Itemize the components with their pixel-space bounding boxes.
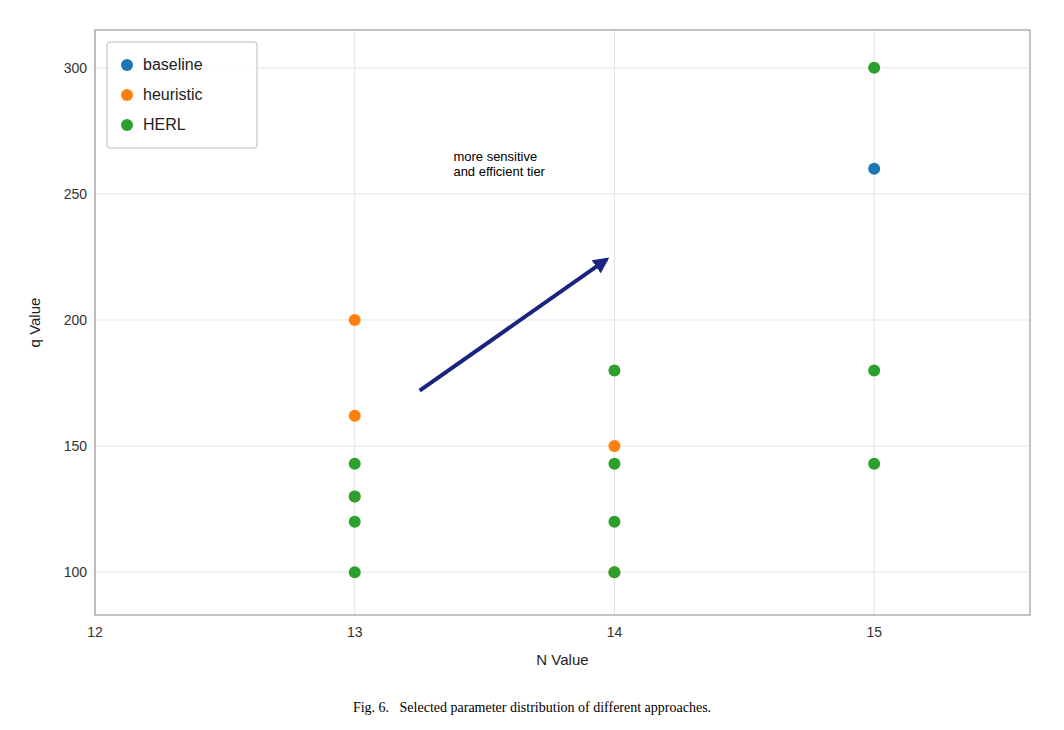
scatter-point bbox=[608, 566, 620, 578]
y-tick-label: 250 bbox=[64, 186, 88, 202]
plot-background bbox=[95, 30, 1030, 615]
annotation-line: more sensitive bbox=[453, 149, 537, 164]
caption: Fig. 6. Selected parameter distribution … bbox=[353, 700, 711, 715]
grid-line-y bbox=[95, 319, 1030, 320]
scatter-point bbox=[608, 364, 620, 376]
scatter-point bbox=[349, 410, 361, 422]
scatter-point bbox=[349, 516, 361, 528]
annotation-arrow bbox=[420, 259, 607, 390]
grid-line-y bbox=[95, 446, 1030, 447]
scatter-point bbox=[608, 440, 620, 452]
scatter-point bbox=[868, 364, 880, 376]
annotation-text: more sensitiveand efficient tier bbox=[453, 149, 545, 179]
points bbox=[349, 62, 880, 578]
grid-line-x bbox=[874, 30, 875, 615]
legend-box bbox=[107, 42, 257, 148]
legend-swatch bbox=[121, 59, 133, 71]
legend: baseline heuristic HERL bbox=[107, 42, 257, 148]
grid-line-y bbox=[95, 572, 1030, 573]
y-tick-label: 300 bbox=[64, 60, 88, 76]
grid-line-y bbox=[95, 193, 1030, 194]
y-tick-label: 100 bbox=[64, 564, 88, 580]
legend-swatch bbox=[121, 119, 133, 131]
y-tick-label: 200 bbox=[64, 312, 88, 328]
legend-label: baseline bbox=[143, 56, 203, 73]
x-tick-label: 14 bbox=[607, 624, 623, 640]
scatter-point bbox=[349, 458, 361, 470]
chart: 100 150 200 250 300 12 13 14 15 N Value q Value mor… bbox=[0, 0, 1064, 730]
legend-label: heuristic bbox=[143, 86, 203, 103]
scatter-point bbox=[608, 458, 620, 470]
x-axis-label: N Value bbox=[536, 651, 588, 668]
scatter-point bbox=[349, 314, 361, 326]
x-tick-label: 12 bbox=[87, 624, 103, 640]
scatter-point bbox=[608, 566, 620, 578]
scatter-point bbox=[349, 566, 361, 578]
x-tick-label: 15 bbox=[866, 624, 882, 640]
x-tick-label: 13 bbox=[347, 624, 363, 640]
grid bbox=[95, 30, 1030, 615]
y-tick-label: 150 bbox=[64, 438, 88, 454]
legend-swatch bbox=[121, 89, 133, 101]
legend-label: HERL bbox=[143, 116, 186, 133]
scatter-point bbox=[349, 490, 361, 502]
scatter-point bbox=[349, 490, 361, 502]
scatter-point bbox=[608, 516, 620, 528]
scatter-point bbox=[868, 62, 880, 74]
y-axis-label: q Value bbox=[26, 298, 43, 348]
scatter-point bbox=[868, 458, 880, 470]
scatter-point bbox=[868, 163, 880, 175]
annotation-line: and efficient tier bbox=[453, 164, 545, 179]
plot-frame bbox=[95, 30, 1030, 615]
